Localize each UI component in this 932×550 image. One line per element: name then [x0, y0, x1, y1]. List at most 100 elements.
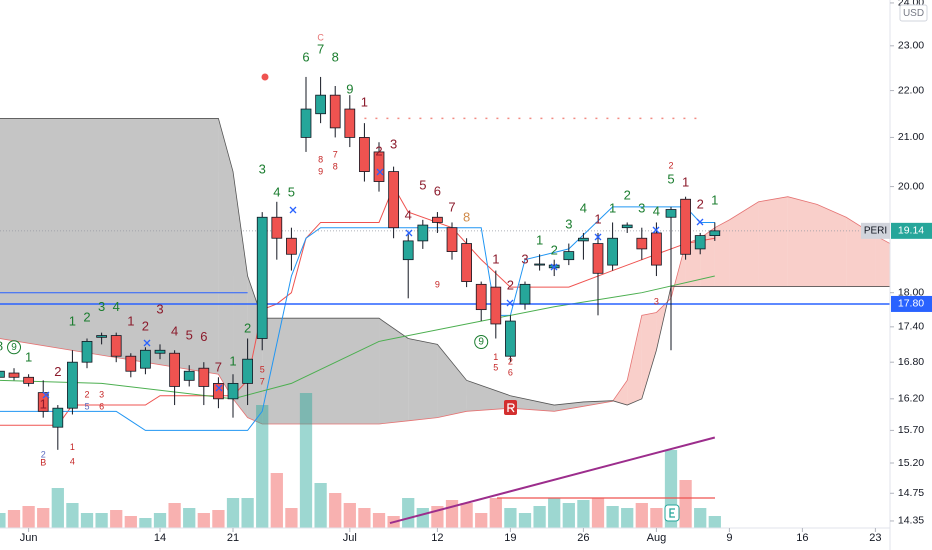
count-label: 7 [260, 377, 265, 387]
candle-body [505, 320, 516, 357]
count-label: 2 [668, 161, 673, 171]
indicator-line [0, 185, 715, 426]
indicator-line [0, 206, 715, 431]
volume-bar [489, 498, 502, 528]
volume-bar [299, 393, 313, 528]
cloud-edge [0, 118, 890, 406]
volume-bar [66, 503, 79, 528]
count-label: 4 [70, 457, 75, 467]
y-tick-label: 20.00 [898, 180, 924, 192]
count-label: 9 [346, 82, 353, 97]
cloud-segment [714, 219, 730, 287]
count-label: 1 [682, 174, 689, 189]
candle-body [329, 94, 341, 129]
count-label: 1 [127, 314, 134, 329]
count-label: 1 [711, 193, 718, 208]
candle-body [402, 240, 414, 261]
x-tick-label: 19 [504, 532, 516, 544]
dot-marker [261, 73, 269, 81]
x-tick-label: 23 [869, 532, 881, 544]
count-label: 9 [11, 342, 17, 353]
count-label: 1 [536, 232, 543, 247]
candle-body [140, 349, 151, 369]
x-tick-label: 16 [796, 532, 808, 544]
volume-bar [124, 516, 137, 528]
cloud-segment [875, 235, 890, 287]
count-label: 5 [493, 363, 498, 373]
count-label: 5 [667, 171, 674, 186]
candle-body [67, 361, 78, 409]
volume-bar [22, 506, 35, 528]
count-label: 4 [171, 324, 178, 339]
y-tick-label: 14.75 [898, 487, 924, 499]
count-label: 5 [288, 185, 295, 200]
candle-body [125, 355, 137, 372]
x-tick-label: 9 [726, 532, 732, 544]
count-label: 7 [215, 360, 222, 375]
currency: USD [903, 8, 924, 19]
volume-layer [0, 393, 721, 528]
volume-bar [577, 500, 590, 528]
count-label: 8 [333, 161, 338, 171]
count-label: 3 [156, 302, 163, 317]
cloud-segment [627, 315, 642, 406]
indicator-line [0, 275, 715, 400]
cloud-layer [0, 118, 891, 425]
volume-bar [518, 513, 532, 528]
volume-bar [329, 493, 342, 528]
candle-body [592, 243, 604, 274]
volume-bar [7, 510, 21, 528]
count-label: 2 [83, 310, 90, 325]
volume-bar [358, 508, 371, 528]
last-price-label: 19.14 [898, 225, 924, 237]
volume-bar [694, 508, 707, 528]
cloud-segment [729, 201, 759, 287]
x-tick-label: 14 [154, 532, 166, 544]
cloud-segment [379, 318, 409, 425]
count-label: 1 [609, 200, 616, 215]
count-label: 2 [142, 318, 149, 333]
cloud-segment [641, 312, 657, 399]
volume-bar [402, 498, 415, 528]
candle-body [621, 224, 633, 229]
candle-body [213, 382, 224, 400]
x-tick-label: 26 [577, 532, 589, 544]
volume-bar [212, 510, 225, 528]
candle-body [651, 232, 662, 266]
candle-body [300, 108, 312, 138]
count-label: 8 [332, 50, 339, 65]
candle-body [227, 382, 239, 400]
count-label: 3 [99, 389, 104, 399]
y-tick-label: 15.70 [898, 424, 924, 436]
candle-body [446, 227, 458, 252]
count-label: 2 [551, 242, 558, 257]
candle-body [665, 209, 677, 218]
volume-bar [183, 508, 196, 528]
cloud-segment [408, 338, 438, 421]
symbol-tag [861, 222, 890, 239]
count-label: 1 [492, 252, 499, 267]
count-label: 3 [98, 299, 105, 314]
price-tag [891, 295, 932, 312]
symbol-tag-label: PERI [864, 225, 887, 236]
volume-bar [226, 498, 240, 528]
volume-bar [197, 513, 210, 528]
volume-bar [606, 506, 619, 528]
count-label: 8 [318, 155, 323, 165]
y-tick-label: 24.00 [898, 0, 924, 9]
indicator-line [389, 436, 716, 525]
candle-body [8, 372, 20, 378]
volume-bar [650, 508, 663, 528]
count-label: 6 [302, 50, 309, 65]
count-label: 9 [478, 337, 484, 348]
volume-bar [168, 503, 181, 528]
count-label: 2 [507, 277, 514, 292]
candle-body [475, 283, 487, 311]
badge-icon [507, 403, 515, 413]
cloud-segment [510, 395, 555, 412]
count-label: 8 [0, 339, 3, 354]
volume-bar [591, 498, 605, 528]
axis-layer: 24.00 23.00 22.00 21.00 20.00 18.00 17.40 16.80… [20, 0, 932, 544]
cloud-edge [0, 196, 891, 425]
